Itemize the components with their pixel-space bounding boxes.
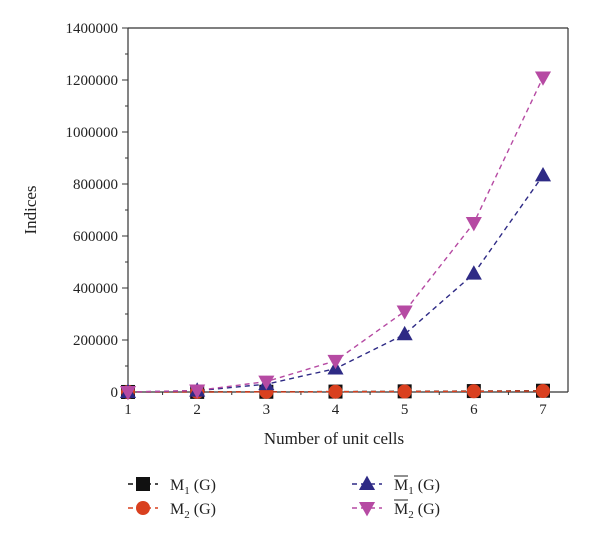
x-tick-label: 7 [539,402,547,418]
legend-marker [358,502,376,517]
legend-label: M2 (G) [394,501,440,521]
legend-label-suffix: (G) [190,477,216,494]
data-point-mbar1 [465,265,482,280]
data-point-mbar2 [396,305,413,320]
y-axis-label: Indices [21,185,40,234]
legend-label-suffix: (G) [414,501,440,518]
legend-label-subscript: 1 [184,485,190,497]
series-markers [119,71,552,401]
data-point-m2 [466,384,481,399]
x-tick-label: 3 [263,402,271,418]
data-point-mbar1 [534,167,552,182]
y-tick-label: 600000 [73,229,118,245]
data-point-m2 [536,384,550,399]
x-axis-label: Number of unit cells [264,429,404,448]
data-point-m2 [397,384,412,399]
legend-label-name: M [394,501,408,518]
x-tick-label: 1 [124,402,132,418]
legend-item-m2: M2 (G) [128,501,216,521]
data-point-mbar2 [119,386,137,401]
legend-marker [358,475,376,490]
legend-label: M2 (G) [170,501,216,521]
data-point-mbar2 [189,384,206,399]
legend-marker [136,477,150,491]
legend-item-mbar1: M1 (G) [352,475,440,497]
data-point-mbar2 [534,71,552,86]
legend-label-subscript: 1 [408,485,414,497]
y-tick-label: 1000000 [66,125,119,141]
legend-label-suffix: (G) [190,501,216,518]
y-tick-label: 800000 [73,177,118,193]
legend-label-subscript: 2 [184,509,190,521]
legend-label: M1 (G) [170,477,216,497]
legend-label: M1 (G) [394,477,440,497]
x-tick-label: 6 [470,402,478,418]
legend: M1 (G)M2 (G)M1 (G)M2 (G) [128,475,440,521]
legend-item-m1: M1 (G) [128,477,216,497]
legend-item-mbar2: M2 (G) [352,499,440,521]
y-tick-label: 0 [111,385,119,401]
x-tick-label: 5 [401,402,409,418]
legend-label-suffix: (G) [414,477,440,494]
x-tick-label: 2 [193,402,201,418]
axes: 0 200000 400000 600000 800000 1000000 1200000 1… [66,21,569,418]
y-tick-label: 400000 [73,281,118,297]
legend-label-subscript: 2 [408,509,414,521]
data-point-mbar2 [327,354,344,370]
legend-label-name: M [170,501,184,518]
data-point-mbar2 [258,375,275,390]
data-point-mbar1 [396,325,413,341]
y-tick-label: 1400000 [66,21,119,37]
y-tick-label: 200000 [73,333,118,349]
data-point-m2 [328,384,343,399]
legend-label-name: M [394,477,408,494]
legend-marker [136,501,150,515]
x-tick-label: 4 [332,402,340,418]
data-point-mbar2 [465,217,482,232]
y-tick-label: 1200000 [66,73,119,89]
legend-label-name: M [170,477,184,494]
